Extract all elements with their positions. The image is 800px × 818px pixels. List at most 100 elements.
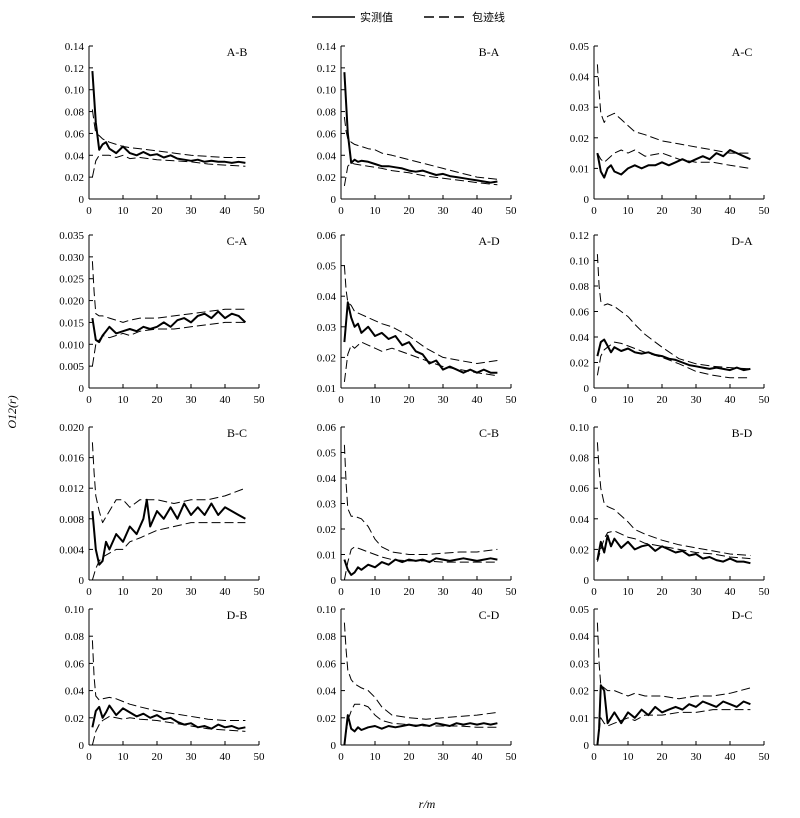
y-tick-label: 0.04 — [570, 514, 590, 526]
y-tick-label: 0.04 — [570, 332, 590, 344]
observed-line — [343, 301, 498, 374]
x-axis-label: r/m — [419, 797, 436, 811]
y-tick-label: 0.010 — [59, 339, 84, 351]
x-tick-label: 50 — [759, 751, 771, 763]
x-tick-label: 0 — [338, 586, 344, 598]
y-tick-label: 0.020 — [59, 296, 84, 308]
x-tick-label: 10 — [370, 205, 382, 217]
y-tick-label: 0.10 — [317, 604, 337, 616]
envelope-line — [91, 640, 246, 721]
envelope-line — [596, 64, 751, 154]
y-tick-label: 0 — [79, 194, 85, 206]
y-tick-label: 0.10 — [317, 85, 337, 97]
x-tick-label: 50 — [506, 394, 518, 406]
y-tick-label: 0 — [79, 383, 85, 395]
panel-d-a: 0 0.02 0.04 0.06 0.08 0.10 0.12 0 10 20 30 40 50 D-A — [570, 230, 770, 406]
x-tick-label: 10 — [623, 394, 635, 406]
y-tick-label: 0.08 — [570, 281, 590, 293]
envelope-line — [343, 703, 498, 746]
envelope-line — [596, 254, 751, 370]
x-tick-label: 10 — [370, 586, 382, 598]
x-tick-label: 40 — [472, 205, 484, 217]
observed-line — [343, 72, 498, 184]
y-tick-label: 0.016 — [59, 453, 84, 465]
y-tick-label: 0 — [331, 575, 337, 587]
y-tick-label: 0.06 — [65, 128, 85, 140]
x-tick-label: 0 — [86, 205, 92, 217]
y-tick-label: 0.02 — [317, 172, 336, 184]
y-axis-label: O12(r) — [5, 395, 19, 428]
y-tick-label: 0.08 — [317, 107, 337, 119]
x-tick-label: 50 — [506, 751, 518, 763]
x-tick-label: 40 — [725, 205, 737, 217]
x-tick-label: 50 — [506, 205, 518, 217]
y-tick-label: 0.06 — [570, 307, 590, 319]
y-tick-label: 0.020 — [59, 422, 84, 434]
panel-title: D-A — [731, 234, 753, 248]
observed-line — [343, 557, 498, 576]
y-tick-label: 0 — [331, 194, 337, 206]
x-tick-label: 10 — [370, 394, 382, 406]
y-tick-label: 0.06 — [317, 128, 337, 140]
envelope-line — [596, 341, 751, 379]
envelope-line — [343, 341, 498, 382]
y-tick-label: 0.06 — [317, 422, 337, 434]
x-tick-label: 30 — [186, 205, 198, 217]
y-tick-label: 0.12 — [317, 63, 336, 75]
x-tick-label: 0 — [591, 586, 597, 598]
y-tick-label: 0.030 — [59, 252, 84, 264]
x-tick-label: 0 — [591, 394, 597, 406]
x-tick-label: 0 — [86, 586, 92, 598]
y-tick-label: 0.01 — [570, 163, 589, 175]
y-tick-label: 0.14 — [317, 41, 337, 53]
x-tick-label: 10 — [370, 751, 382, 763]
x-tick-label: 0 — [86, 394, 92, 406]
y-tick-label: 0.01 — [317, 383, 336, 395]
x-tick-label: 20 — [152, 205, 164, 217]
observed-line — [596, 534, 751, 565]
x-tick-label: 20 — [404, 751, 416, 763]
observed-line — [91, 310, 247, 344]
y-tick-label: 0.035 — [59, 230, 84, 242]
observed-line — [91, 498, 246, 566]
y-tick-label: 0 — [79, 740, 85, 752]
x-tick-label: 20 — [152, 751, 164, 763]
y-tick-label: 0.08 — [317, 631, 337, 643]
x-tick-label: 40 — [472, 586, 484, 598]
envelope-line — [91, 321, 246, 367]
x-tick-label: 20 — [657, 586, 669, 598]
y-tick-label: 0 — [584, 194, 590, 206]
y-tick-label: 0.03 — [317, 499, 337, 511]
y-tick-label: 0.06 — [317, 658, 337, 670]
y-tick-label: 0.05 — [570, 604, 590, 616]
x-tick-label: 40 — [220, 205, 232, 217]
y-tick-label: 0.06 — [65, 658, 85, 670]
panel-a-d: 0.01 0.02 0.03 0.04 0.05 0.06 0 10 20 30 40 50 A-D — [317, 230, 517, 406]
y-tick-label: 0.02 — [65, 713, 84, 725]
x-tick-label: 20 — [657, 205, 669, 217]
x-tick-label: 30 — [691, 751, 703, 763]
x-tick-label: 30 — [691, 586, 703, 598]
x-tick-label: 50 — [254, 205, 266, 217]
x-tick-label: 30 — [438, 205, 450, 217]
envelope-line — [91, 109, 246, 158]
envelope-line — [91, 261, 246, 323]
x-tick-label: 20 — [657, 394, 669, 406]
envelope-line — [91, 442, 246, 524]
y-tick-label: 0.03 — [570, 102, 590, 114]
x-tick-label: 40 — [472, 751, 484, 763]
legend: 实测值 包迹线 — [312, 10, 505, 24]
y-tick-label: 0.06 — [570, 483, 590, 495]
x-tick-label: 0 — [591, 751, 597, 763]
y-tick-label: 0.02 — [317, 352, 336, 364]
x-tick-label: 20 — [404, 586, 416, 598]
y-tick-label: 0.05 — [317, 261, 337, 273]
envelope-line — [91, 154, 246, 178]
envelope-line — [343, 622, 498, 720]
observed-line — [91, 704, 246, 730]
x-tick-label: 30 — [186, 751, 198, 763]
panel-title: D-C — [732, 608, 753, 622]
y-tick-label: 0.08 — [570, 453, 590, 465]
panel-c-a: 0 0.005 0.010 0.015 0.020 0.025 0.030 0.035 0 10 2… — [59, 230, 265, 406]
